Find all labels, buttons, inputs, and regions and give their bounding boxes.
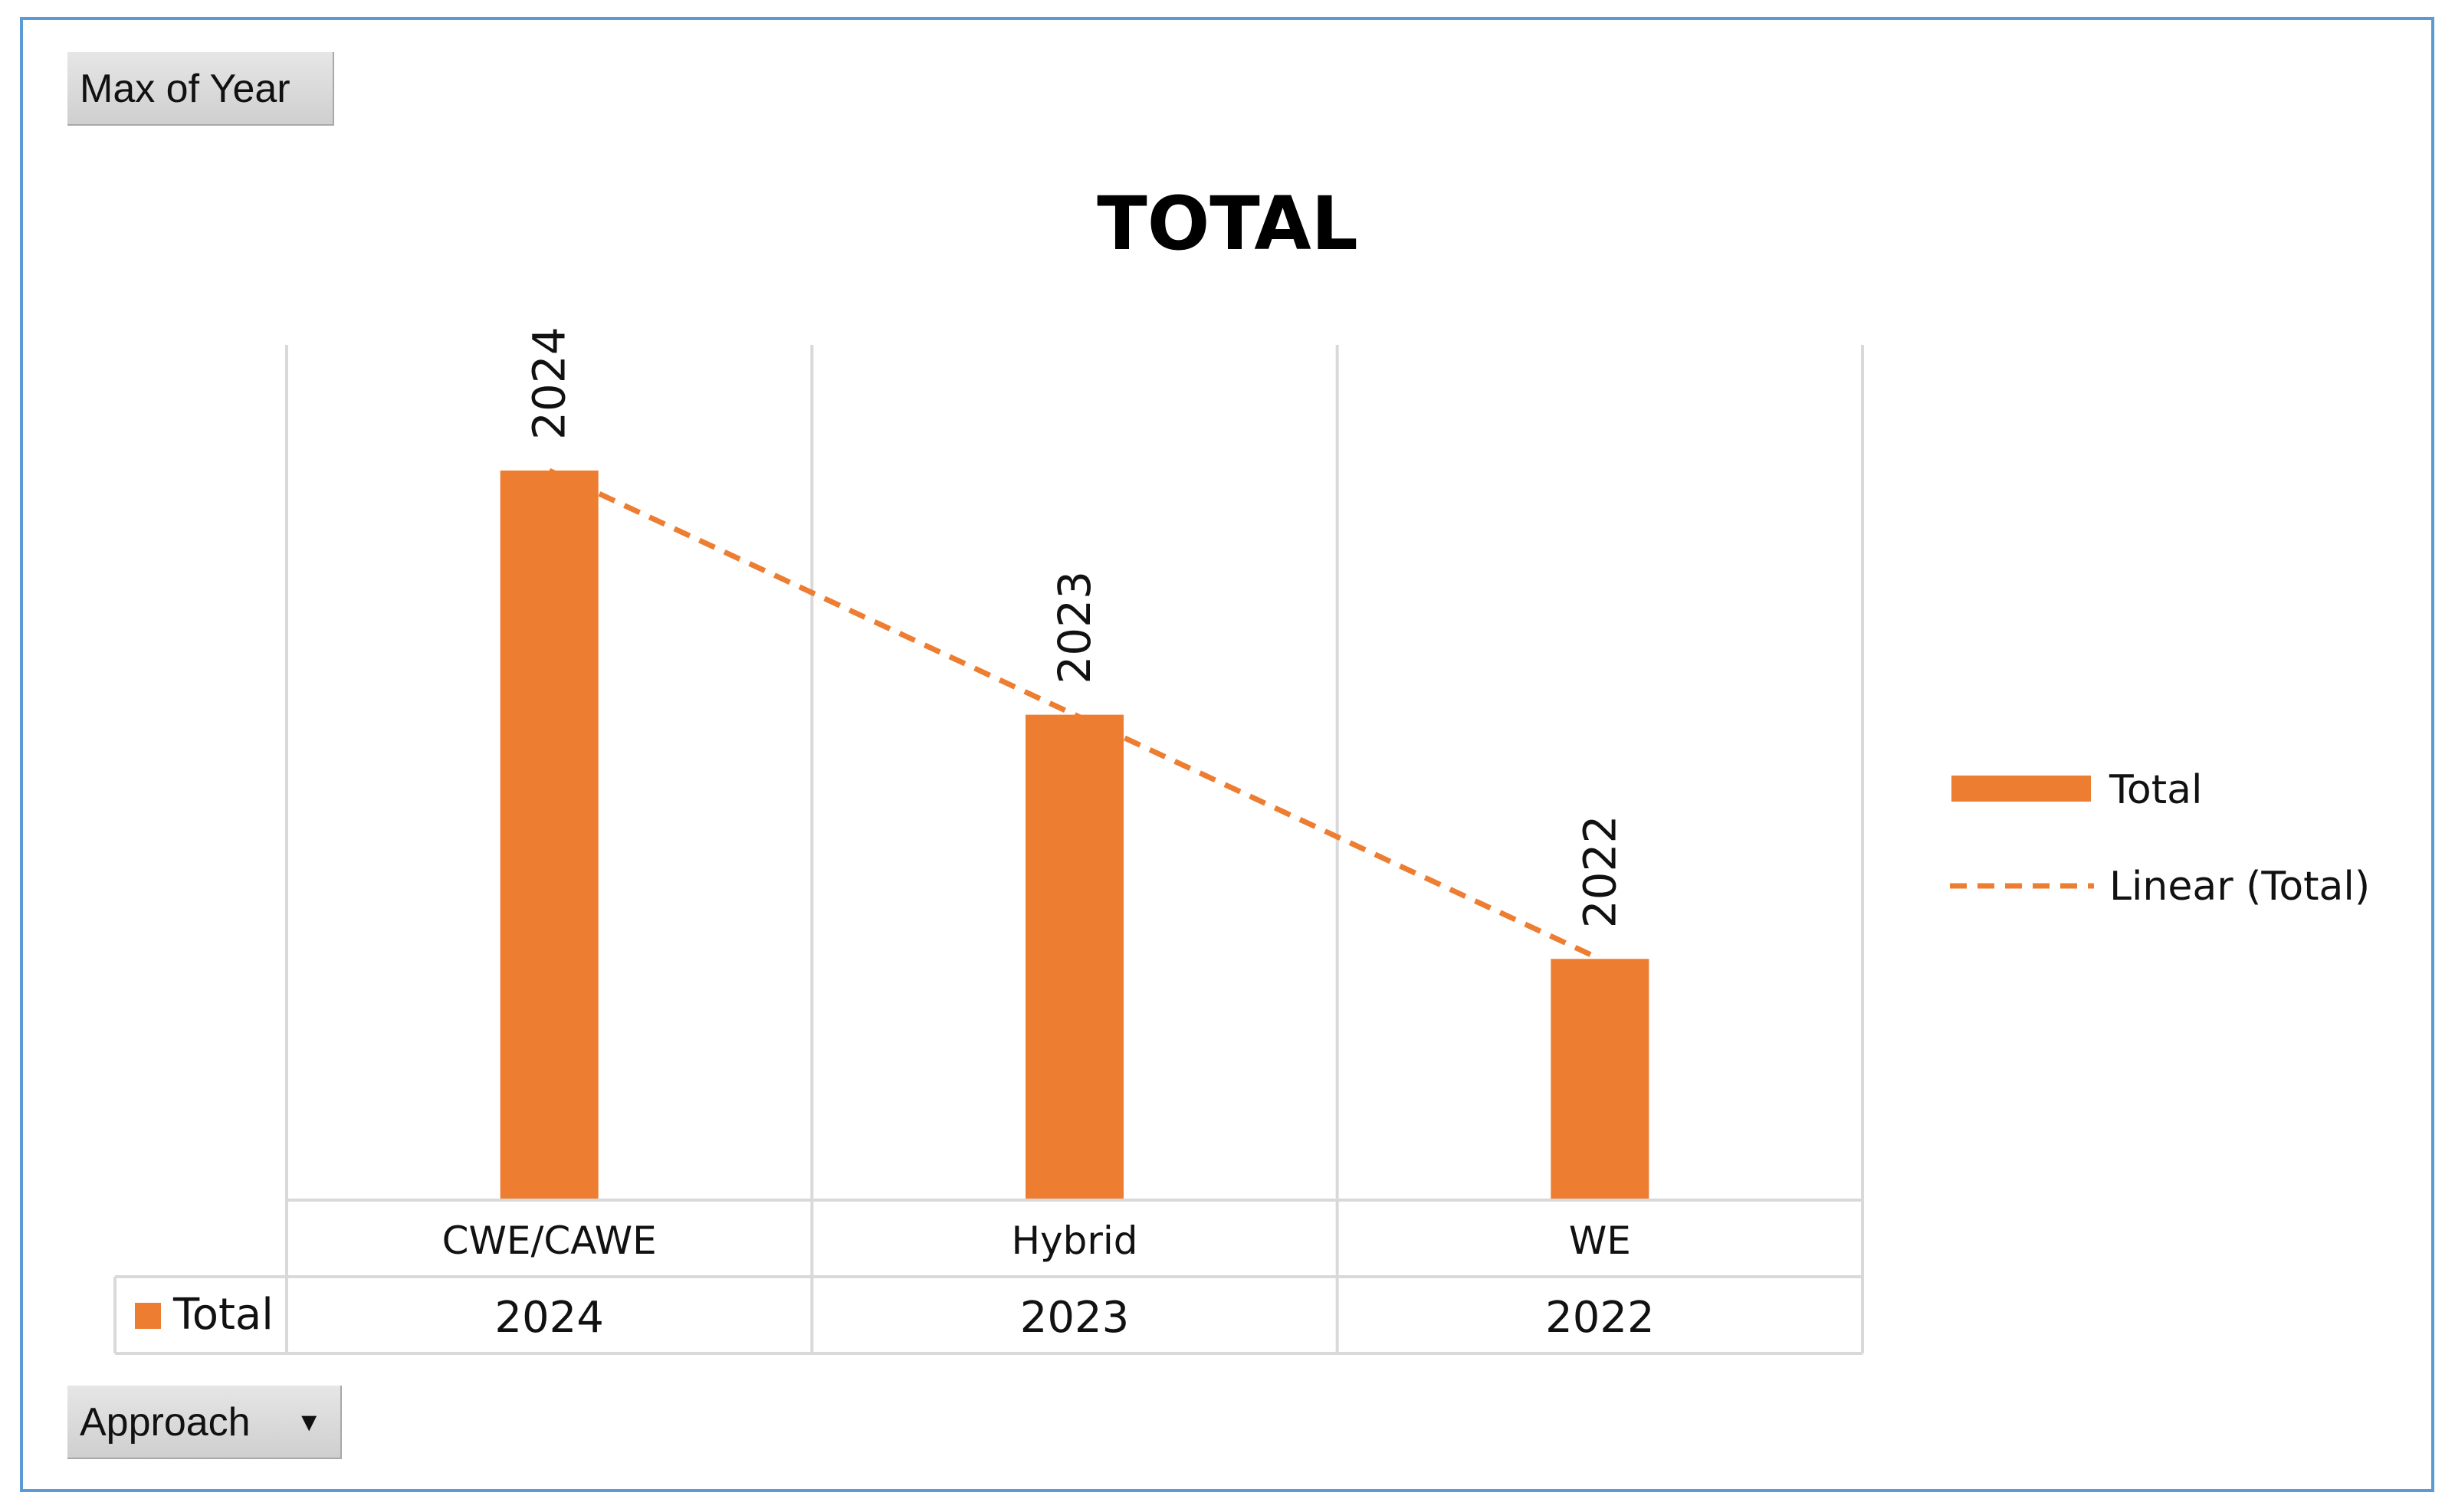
values-field-label: Max of Year — [80, 67, 290, 111]
values-field-button[interactable]: Max of Year — [67, 52, 334, 126]
data-label: 2024 — [523, 326, 576, 440]
chart-frame — [20, 17, 2434, 1492]
data-table-value: 2023 — [1020, 1293, 1130, 1343]
legend-bar-key — [1951, 776, 2091, 802]
bar-we — [1551, 959, 1649, 1200]
legend-trendline-label: Linear (Total) — [2109, 864, 2370, 910]
x-tick-label: Hybrid — [1011, 1218, 1137, 1263]
chart-title: TOTAL — [1097, 181, 1358, 267]
data-table-value: 2024 — [494, 1293, 604, 1343]
legend-series-label: Total — [2109, 767, 2202, 813]
data-label: 2022 — [1574, 815, 1626, 929]
bar-hybrid — [1026, 714, 1124, 1200]
axis-field-label: Approach — [80, 1400, 251, 1445]
x-tick-label: CWE/CAWE — [442, 1218, 657, 1263]
data-table-value: 2022 — [1545, 1293, 1655, 1343]
table-legend-key — [135, 1303, 161, 1329]
x-tick-label: WE — [1569, 1218, 1631, 1263]
axis-field-button[interactable]: Approach ▼ — [67, 1386, 342, 1459]
data-table-series-label: Total — [172, 1290, 274, 1340]
bar-cwe-cawe — [500, 471, 599, 1200]
data-label: 2023 — [1049, 571, 1101, 684]
triangle-down-icon[interactable]: ▼ — [296, 1408, 322, 1437]
